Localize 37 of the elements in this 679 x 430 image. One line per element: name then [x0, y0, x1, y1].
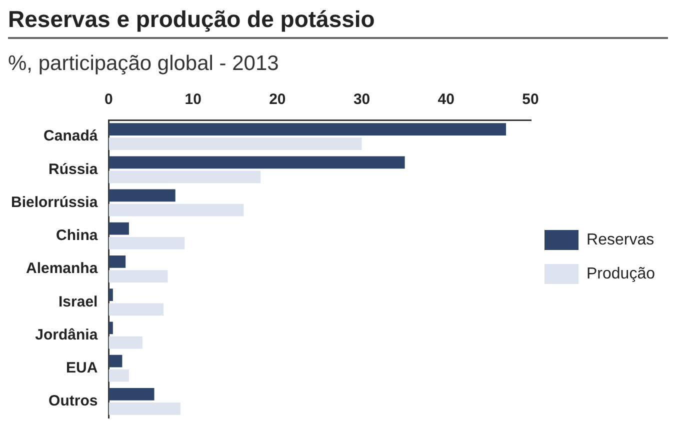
- bar: [108, 288, 113, 302]
- bar: [108, 388, 154, 400]
- x-tick-label: 20: [269, 91, 286, 108]
- bar: [108, 156, 405, 169]
- bar: [108, 303, 164, 316]
- x-tick-label: 50: [522, 91, 539, 108]
- x-tick-label: 30: [353, 91, 370, 108]
- bar: [108, 189, 176, 202]
- y-tick-label: China: [56, 227, 98, 244]
- y-tick-label: Bielorrússia: [10, 194, 98, 211]
- bar: [108, 369, 129, 382]
- bar: [108, 354, 122, 368]
- bar: [108, 270, 168, 282]
- bar: [108, 204, 244, 216]
- y-tick-label: EUA: [66, 359, 98, 376]
- bar: [108, 123, 506, 136]
- y-tick-label: Israel: [58, 293, 98, 310]
- y-tick-label: Canadá: [44, 128, 98, 145]
- bar: [108, 222, 129, 235]
- bar: [108, 236, 185, 250]
- y-tick-label: Outros: [48, 392, 98, 410]
- bar: [108, 336, 142, 349]
- chart-title: Reservas e produção de potássio: [8, 6, 668, 39]
- y-tick-label: Alemanha: [26, 260, 98, 278]
- y-tick-label: Rússia: [48, 160, 98, 178]
- y-tick-label: Jordânia: [35, 326, 98, 344]
- x-tick-label: 40: [438, 91, 454, 108]
- bar: [108, 138, 362, 150]
- bar: [108, 402, 180, 415]
- x-tick-label: 10: [184, 91, 202, 108]
- bar: [108, 256, 126, 268]
- bar: [108, 322, 113, 334]
- x-tick-label: 0: [104, 91, 113, 108]
- bar: [108, 170, 261, 184]
- chart-subtitle: %, participação global - 2013: [8, 52, 279, 76]
- legend-label: Reservas: [586, 231, 654, 248]
- legend-label: Produção: [586, 265, 656, 282]
